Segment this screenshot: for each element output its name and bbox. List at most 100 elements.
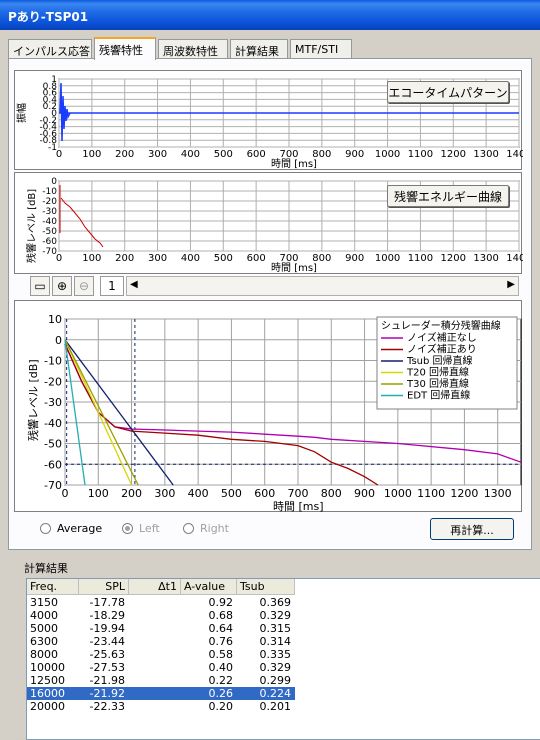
energy-grid-xtick: 600 [247,253,266,264]
tab-mtf-sti[interactable]: MTF/STI [290,39,352,59]
cell-dt1 [129,635,177,648]
cell-freq: 5000 [30,622,58,635]
decay-lines [64,339,522,486]
cell-tsub: 0.329 [259,609,292,622]
energy-curve-button[interactable]: 残響エネルギー曲線 [387,185,509,207]
cell-spl: -17.78 [89,596,125,609]
col-dt1[interactable]: Δt1 [129,579,181,595]
decay-xtick: 600 [254,487,275,500]
table-row[interactable]: 5000 -19.94 0.64 0.315 [27,622,295,635]
table-row[interactable]: 4000 -18.29 0.68 0.329 [27,609,295,622]
tab-calc-results[interactable]: 計算結果 [230,39,288,59]
radio-average-circle [40,523,51,534]
decay-xtick: 100 [88,487,109,500]
table-row[interactable]: 3150 -17.78 0.92 0.369 [27,596,295,609]
cell-spl: -19.94 [89,622,125,635]
zoom-in-icon[interactable]: ⊕ [52,276,72,296]
window-titlebar: Pあり-TSP01 [0,0,540,30]
radio-left[interactable]: Left [122,522,160,535]
cell-spl: -21.92 [89,687,125,700]
col-freq[interactable]: Freq. [27,579,79,595]
echo-grid-xtick: 0 [56,149,62,160]
results-table[interactable]: Freq. SPL Δt1 A-value Tsub 3150 -17.78 0.9… [26,578,540,740]
decay-xtick: 700 [287,487,308,500]
energy-grid-ytick: -40 [42,217,57,227]
col-spl[interactable]: SPL [79,579,129,595]
radio-left-circle [122,523,133,534]
scroll-right-icon[interactable]: ▶ [507,279,515,290]
echo-grid: 0 100 200 300 400 500 600 700 800 900 1000 1100 1200… [39,75,531,160]
radio-average[interactable]: Average [40,522,102,535]
time-scrollbar[interactable]: ◀ ▶ [126,276,519,296]
decay-ytick: -10 [44,355,62,368]
cell-dt1 [129,687,177,700]
echo-grid-xtick: 400 [181,149,200,160]
fit-view-icon[interactable]: ▭ [30,276,50,296]
energy-grid-xtick: 1200 [441,253,466,264]
table-row[interactable]: 20000 -22.33 0.20 0.201 [27,700,295,713]
decay-xtick: 900 [354,487,375,500]
energy-ylabel: 残響レベル [dB] [25,189,38,263]
table-row[interactable]: 8000 -25.63 0.58 0.335 [27,648,295,661]
echo-impulse [59,82,71,142]
echo-xlabel: 時間 [ms] [271,158,317,170]
cell-aval: 0.20 [208,700,234,713]
cell-tsub: 0.224 [259,687,292,700]
energy-grid-xtick: 1000 [375,253,400,264]
cell-dt1 [129,609,177,622]
cell-freq: 8000 [30,648,58,661]
decay-legend-label-1: ノイズ補正あり [407,343,477,356]
cell-aval: 0.92 [208,596,234,609]
decay-legend-label-4: T30 回帰直線 [406,377,469,390]
col-avalue[interactable]: A-value [181,579,237,595]
col-tsub[interactable]: Tsub [237,579,295,595]
echo-grid-ytick: -0.2 [39,116,57,126]
echo-chart: 0 100 200 300 400 500 600 700 800 900 1000 1100 1200… [14,70,532,170]
window-title: Pあり-TSP01 [8,10,89,24]
echo-ylabel: 振幅 [15,103,28,123]
energy-curve [59,185,104,248]
scroll-left-icon[interactable]: ◀ [130,279,138,290]
echo-grid-xtick: 700 [279,149,298,160]
cell-tsub: 0.314 [259,635,292,648]
tab-reverb-characteristics[interactable]: 残響特性 [94,37,156,60]
tab-impulse-response[interactable]: インパルス応答 [8,39,92,59]
energy-grid-xtick: 300 [148,253,167,264]
cell-dt1 [129,648,177,661]
table-row[interactable]: 12500 -21.98 0.22 0.299 [27,674,295,687]
decay-xtick: 300 [154,487,175,500]
energy-grid-ytick: -30 [42,207,57,217]
echo-grid-ytick: 0 [51,109,57,119]
echo-grid-xtick: 100 [82,149,101,160]
page-number-field[interactable]: 1 [100,276,124,296]
chart-toolbar: ▭ ⊕ ⊖ 1 ◀ ▶ [30,276,520,296]
tab-frequency-characteristics[interactable]: 周波数特性 [158,39,228,59]
cell-tsub: 0.369 [259,596,292,609]
cell-freq: 6300 [30,635,58,648]
energy-grid-ytick: -70 [42,247,57,257]
radio-right[interactable]: Right [183,522,229,535]
echo-grid-xtick: 800 [312,149,331,160]
table-row[interactable]: 6300 -23.44 0.76 0.314 [27,635,295,648]
cell-spl: -18.29 [89,609,125,622]
echo-grid-ytick: 0.8 [43,82,58,92]
echo-chart-svg: 0 100 200 300 400 500 600 700 800 900 1000 1100 1200… [15,75,532,170]
recalculate-button[interactable]: 再計算... [430,518,514,540]
zoom-out-icon[interactable]: ⊖ [74,276,94,296]
cell-aval: 0.58 [208,648,234,661]
decay-chart: 0 100 200 300 400 500 600 700 800 900 1000 1100 1200… [14,300,522,513]
echo-grid-ytick: 0.2 [43,102,57,112]
cell-aval: 0.40 [208,661,234,674]
echo-pattern-button[interactable]: エコータイムパターン [387,81,509,103]
radio-left-label: Left [139,522,160,535]
table-row[interactable]: 16000 -21.92 0.26 0.224 [27,687,295,700]
decay-ytick: -50 [44,438,62,451]
energy-xlabel: 時間 [ms] [271,262,317,274]
energy-grid-ytick: -60 [42,237,57,247]
cell-aval: 0.68 [208,609,234,622]
cell-dt1 [129,661,177,674]
table-row[interactable]: 10000 -27.53 0.40 0.329 [27,661,295,674]
decay-legend-label-3: T20 回帰直線 [406,366,469,379]
